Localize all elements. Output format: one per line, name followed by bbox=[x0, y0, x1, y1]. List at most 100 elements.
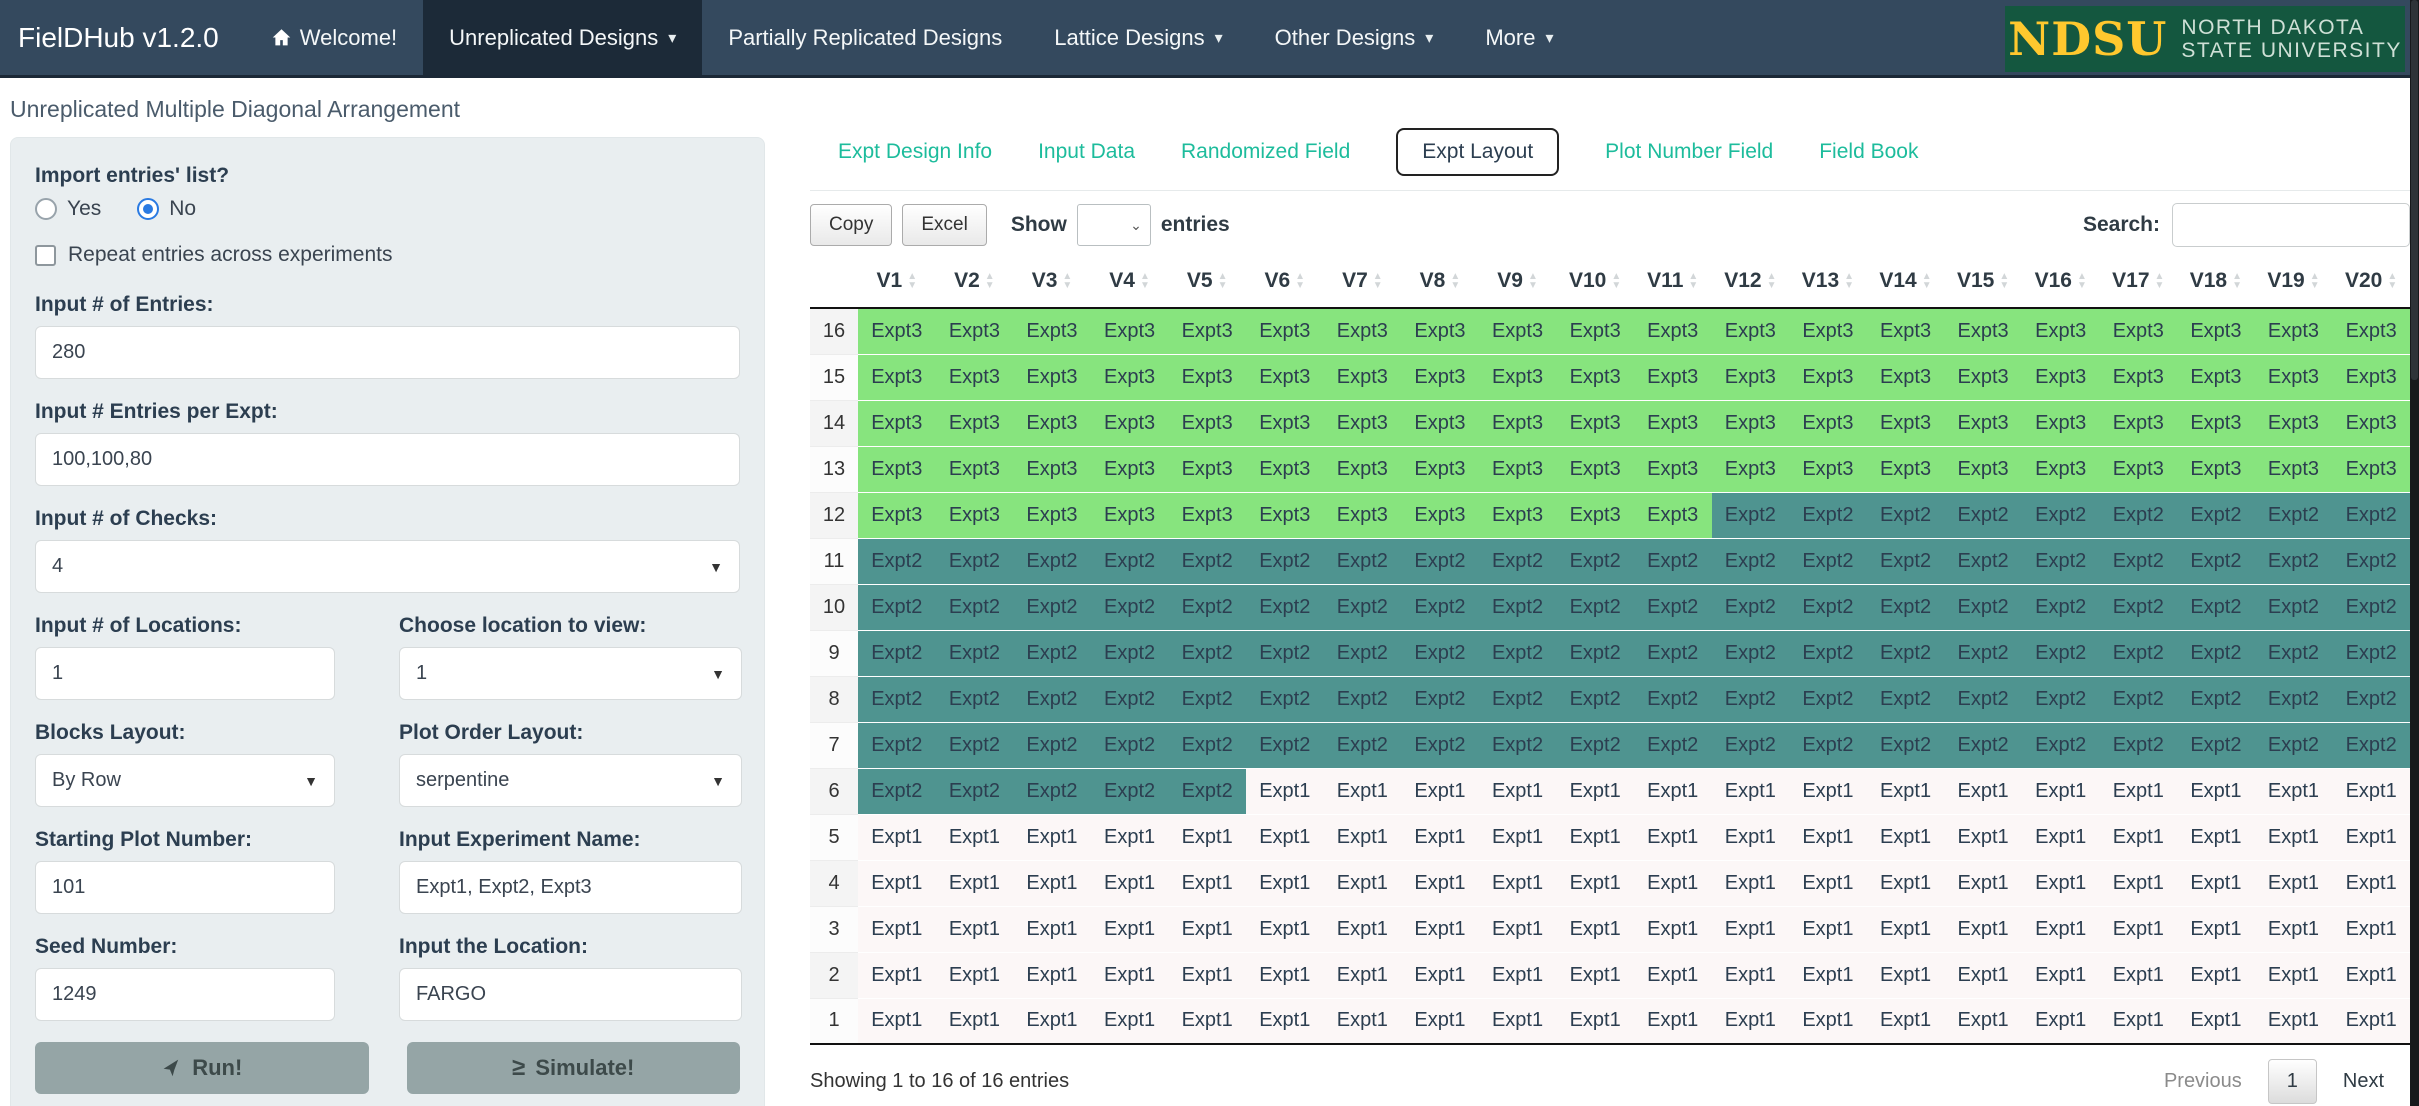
table-cell: Expt2 bbox=[2254, 537, 2333, 584]
nav-item-partially-replicated-designs[interactable]: Partially Replicated Designs bbox=[702, 0, 1028, 75]
radio-yes[interactable]: Yes bbox=[35, 197, 101, 221]
nav-item-other-designs[interactable]: Other Designs ▾ bbox=[1249, 0, 1460, 75]
entries-per-page-select[interactable]: ⌄ bbox=[1076, 204, 1151, 246]
tab-input-data[interactable]: Input Data bbox=[1038, 140, 1135, 163]
sort-icon[interactable]: ▲ ▼ bbox=[1372, 271, 1383, 291]
blocks-layout-select[interactable]: By Row ▼ bbox=[35, 754, 335, 807]
seed-number-input[interactable] bbox=[35, 968, 335, 1021]
tab-randomized-field[interactable]: Randomized Field bbox=[1181, 140, 1351, 163]
table-cell: Expt2 bbox=[858, 721, 936, 768]
table-cell: Expt2 bbox=[1866, 675, 1945, 722]
locations-input[interactable] bbox=[35, 647, 335, 700]
sort-icon[interactable]: ▲ ▼ bbox=[1527, 271, 1538, 291]
column-header-v5[interactable]: V5 ▲ ▼ bbox=[1168, 257, 1246, 309]
column-header-v16[interactable]: V16 ▲ ▼ bbox=[2021, 257, 2100, 309]
table-cell: Expt1 bbox=[935, 905, 1014, 952]
column-header-v15[interactable]: V15 ▲ ▼ bbox=[1944, 257, 2022, 309]
plot-order-select[interactable]: serpentine ▼ bbox=[399, 754, 742, 807]
next-page-button[interactable]: Next bbox=[2342, 1070, 2384, 1092]
table-cell: Expt1 bbox=[1013, 905, 1091, 952]
table-row: 8 Expt2 Expt2 Expt2 Expt2 Expt2 Expt2 Expt2 Expt… bbox=[810, 675, 2410, 722]
column-header-v2[interactable]: V2 ▲ ▼ bbox=[935, 257, 1014, 309]
repeat-entries-checkbox-row[interactable]: Repeat entries across experiments bbox=[35, 243, 740, 267]
sort-icon[interactable]: ▲ ▼ bbox=[907, 271, 918, 291]
column-header-v10[interactable]: V10 ▲ ▼ bbox=[1556, 257, 1634, 309]
column-header-v12[interactable]: V12 ▲ ▼ bbox=[1711, 257, 1790, 309]
run-button[interactable]: Run! bbox=[35, 1042, 369, 1094]
entries-per-expt-input[interactable] bbox=[35, 433, 740, 486]
radio-yes-icon[interactable] bbox=[35, 198, 57, 220]
page-1-button[interactable]: 1 bbox=[2267, 1059, 2317, 1104]
previous-page-button[interactable]: Previous bbox=[2163, 1070, 2242, 1092]
excel-button[interactable]: Excel bbox=[902, 204, 987, 246]
sort-icon[interactable]: ▲ ▼ bbox=[1295, 271, 1306, 291]
checks-select[interactable]: 4 ▼ bbox=[35, 540, 740, 593]
table-cell: Expt1 bbox=[858, 859, 936, 906]
simulate-button[interactable]: ≥ Simulate! bbox=[406, 1042, 740, 1094]
tab-field-book[interactable]: Field Book bbox=[1819, 140, 1919, 163]
sort-icon[interactable]: ▲ ▼ bbox=[1062, 271, 1073, 291]
column-header-v18[interactable]: V18 ▲ ▼ bbox=[2177, 257, 2255, 309]
sort-icon[interactable]: ▲ ▼ bbox=[1844, 271, 1855, 291]
sort-icon[interactable]: ▲ ▼ bbox=[1766, 271, 1777, 291]
column-header-v14[interactable]: V14 ▲ ▼ bbox=[1866, 257, 1945, 309]
search-input[interactable] bbox=[2172, 203, 2410, 247]
column-header-label: V2 bbox=[954, 269, 980, 292]
tab-expt-layout[interactable]: Expt Layout bbox=[1396, 128, 1560, 176]
column-header-v1[interactable]: V1 ▲ ▼ bbox=[858, 257, 936, 309]
column-header-v8[interactable]: V8 ▲ ▼ bbox=[1401, 257, 1479, 309]
sort-icon[interactable]: ▲ ▼ bbox=[1611, 271, 1622, 291]
nav-item-unreplicated-designs[interactable]: Unreplicated Designs ▾ bbox=[423, 0, 703, 75]
experiment-name-input[interactable] bbox=[399, 861, 742, 914]
table-cell: Expt2 bbox=[2177, 583, 2255, 630]
sort-icon[interactable]: ▲ ▼ bbox=[1688, 271, 1699, 291]
nav-item-lattice-designs[interactable]: Lattice Designs ▾ bbox=[1028, 0, 1248, 75]
entries-input[interactable] bbox=[35, 326, 740, 379]
column-header-v7[interactable]: V7 ▲ ▼ bbox=[1323, 257, 1402, 309]
nav-item-welcome[interactable]: Welcome! bbox=[245, 0, 423, 75]
table-cell: Expt1 bbox=[2099, 813, 2178, 860]
column-header-v17[interactable]: V17 ▲ ▼ bbox=[2099, 257, 2178, 309]
sort-icon[interactable]: ▲ ▼ bbox=[2154, 271, 2165, 291]
sort-icon[interactable]: ▲ ▼ bbox=[984, 271, 995, 291]
app-brand[interactable]: FielDHub v1.2.0 bbox=[18, 21, 219, 53]
sort-icon[interactable]: ▲ ▼ bbox=[2387, 271, 2398, 291]
sort-icon[interactable]: ▲ ▼ bbox=[1217, 271, 1228, 291]
column-header-label: V8 bbox=[1419, 269, 1446, 292]
table-cell: Expt1 bbox=[2099, 859, 2178, 906]
sort-icon[interactable]: ▲ ▼ bbox=[2076, 271, 2087, 291]
sort-icon[interactable]: ▲ ▼ bbox=[2309, 271, 2320, 291]
sort-icon[interactable]: ▲ ▼ bbox=[2232, 271, 2243, 291]
column-header-v11[interactable]: V11 ▲ ▼ bbox=[1633, 257, 1712, 309]
column-header-v19[interactable]: V19 ▲ ▼ bbox=[2254, 257, 2333, 309]
nav-item-more[interactable]: More ▾ bbox=[1459, 0, 1579, 75]
table-cell: Expt2 bbox=[1944, 675, 2022, 722]
column-header-v20[interactable]: V20 ▲ ▼ bbox=[2332, 257, 2410, 309]
radio-no[interactable]: No bbox=[137, 197, 196, 221]
sort-icon[interactable]: ▲ ▼ bbox=[1999, 271, 2010, 291]
radio-no-icon[interactable] bbox=[137, 198, 160, 220]
tab-expt-design-info[interactable]: Expt Design Info bbox=[838, 140, 993, 163]
table-cell: Expt3 bbox=[1866, 353, 1945, 400]
table-cell: Expt1 bbox=[1323, 813, 1402, 860]
sort-icon[interactable]: ▲ ▼ bbox=[1450, 271, 1461, 291]
table-cell: Expt3 bbox=[1478, 445, 1557, 492]
location-name-input[interactable] bbox=[399, 968, 742, 1021]
starting-plot-input[interactable] bbox=[35, 861, 335, 914]
repeat-entries-checkbox[interactable] bbox=[35, 244, 56, 266]
sort-icon[interactable]: ▲ ▼ bbox=[1921, 271, 1932, 291]
browser-scrollbar[interactable] bbox=[2410, 0, 2419, 1106]
location-view-select[interactable]: 1 ▼ bbox=[399, 647, 742, 700]
table-cell: Expt3 bbox=[858, 491, 936, 538]
table-cell: Expt1 bbox=[1944, 951, 2022, 998]
column-header-v3[interactable]: V3 ▲ ▼ bbox=[1013, 257, 1091, 309]
copy-button[interactable]: Copy bbox=[810, 204, 893, 246]
column-header-v6[interactable]: V6 ▲ ▼ bbox=[1245, 257, 1324, 309]
column-header-v9[interactable]: V9 ▲ ▼ bbox=[1478, 257, 1557, 309]
column-header-v4[interactable]: V4 ▲ ▼ bbox=[1090, 257, 1169, 309]
chevron-down-icon: ▼ bbox=[304, 772, 318, 789]
tab-plot-number-field[interactable]: Plot Number Field bbox=[1605, 140, 1774, 163]
sort-icon[interactable]: ▲ ▼ bbox=[1139, 271, 1150, 291]
column-header-v13[interactable]: V13 ▲ ▼ bbox=[1789, 257, 1867, 309]
scrollbar-thumb[interactable] bbox=[2411, 0, 2418, 380]
